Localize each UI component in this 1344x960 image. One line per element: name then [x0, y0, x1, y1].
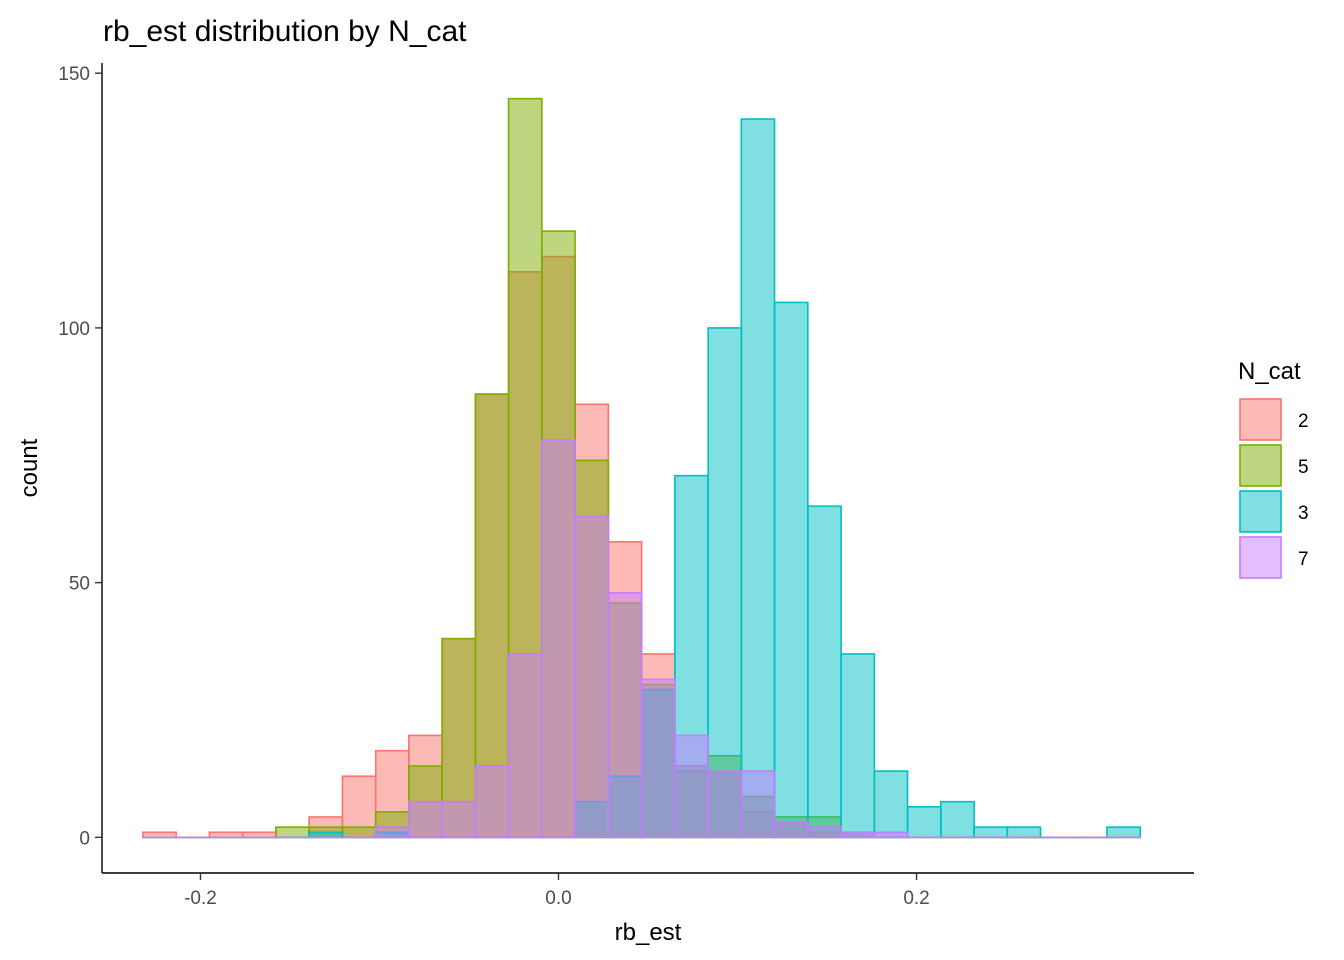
legend-key-3: [1239, 490, 1282, 533]
bar-series-7-bin-7: [374, 826, 410, 839]
x-tick-label: -0.2: [184, 888, 217, 909]
chart-title: rb_est distribution by N_cat: [103, 15, 467, 48]
bar-series-3-bin-24: [940, 800, 975, 839]
y-tick-label: 50: [69, 574, 90, 595]
bar-series-7-bin-11: [507, 653, 543, 839]
axes-layer: [101, 63, 1194, 874]
bar-series-7-bin-12: [541, 439, 576, 839]
bar-series-7-bin-13: [574, 515, 610, 839]
bar-series-7-bin-9: [441, 800, 477, 839]
legend-label-2: 2: [1298, 411, 1309, 432]
bar-series-7-bin-8: [408, 800, 443, 839]
bar-series-3-bin-25: [973, 826, 1009, 839]
bar-series-3-bin-18: [740, 118, 776, 839]
bar-series-7-bin-19: [773, 821, 809, 839]
bar-series-3-bin-20: [807, 505, 842, 839]
x-axis-title: rb_est: [615, 919, 682, 946]
bar-series-5-bin-10: [474, 393, 510, 839]
legend-label-3: 3: [1298, 503, 1309, 524]
legend-label-7: 7: [1298, 549, 1309, 570]
bar-series-7-bin-15: [640, 678, 676, 839]
series-7: [142, 439, 1142, 839]
legend-key-2: [1239, 398, 1282, 441]
bar-series-3-bin-17: [707, 327, 743, 839]
legend-title: N_cat: [1238, 358, 1301, 385]
bar-series-5-bin-4: [275, 826, 310, 839]
bar-series-7-bin-16: [674, 734, 709, 839]
y-ticks: 0 50 100 150: [58, 64, 102, 849]
bar-series-7-bin-14: [607, 592, 643, 839]
bar-series-7-bin-10: [474, 765, 510, 839]
x-tick-label: 0.0: [545, 888, 571, 909]
bars-layer: [142, 97, 1142, 839]
bar-series-7-bin-20: [807, 826, 842, 839]
x-tick-label: 0.2: [903, 888, 929, 909]
x-ticks: -0.2 0.0 0.2: [184, 873, 930, 909]
bar-series-7-bin-22: [873, 831, 909, 839]
y-axis-title: count: [16, 438, 43, 497]
bar-series-3-bin-23: [906, 805, 942, 839]
bar-series-3-bin-29: [1106, 826, 1142, 839]
bar-series-7-bin-21: [840, 831, 876, 839]
bar-series-5-bin-6: [341, 826, 377, 839]
legend-key-5: [1239, 444, 1282, 487]
bar-series-3-bin-22: [873, 770, 909, 839]
bar-series-3-bin-21: [840, 653, 876, 839]
bar-series-7-bin-17: [707, 770, 743, 839]
bar-series-3-bin-26: [1006, 826, 1042, 839]
legend-label-5: 5: [1298, 457, 1309, 478]
bar-series-7-bin-18: [740, 770, 776, 839]
y-tick-label: 0: [79, 828, 90, 849]
legend: N_cat 2 5 3 7: [1238, 358, 1309, 579]
legend-key-7: [1239, 536, 1282, 579]
y-tick-label: 150: [58, 64, 90, 85]
bar-series-3-bin-19: [773, 301, 809, 839]
y-tick-label: 100: [58, 319, 90, 340]
